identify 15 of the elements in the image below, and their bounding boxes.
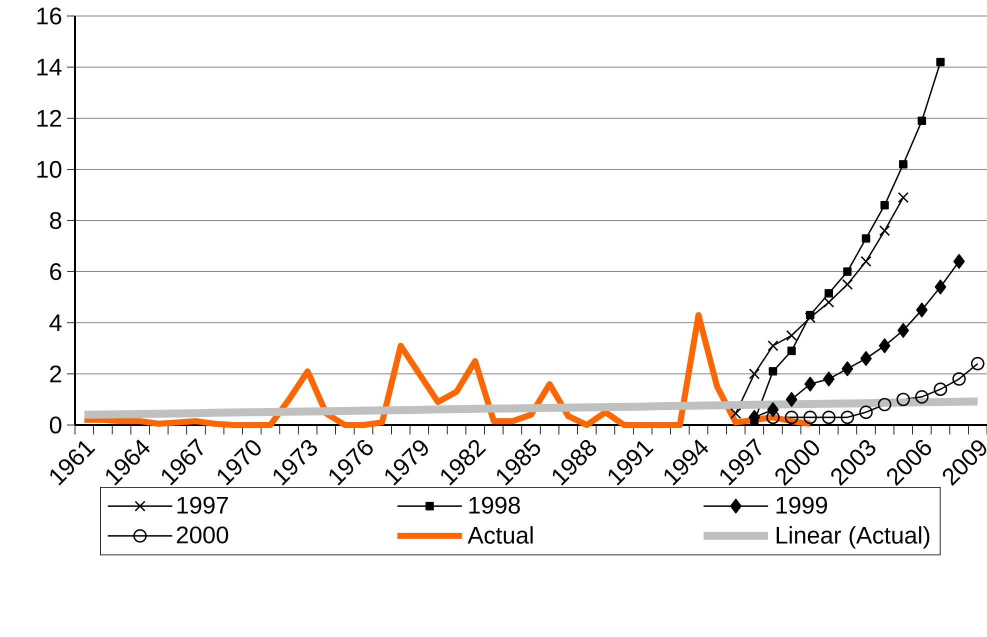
y-tick-label: 0 <box>50 416 62 434</box>
y-tick-label: 8 <box>50 212 62 229</box>
y-tick-label: 6 <box>50 263 62 280</box>
y-tick-label: 12 <box>37 110 62 127</box>
legend-label: Actual <box>468 526 533 544</box>
legend-label: 1998 <box>469 496 520 514</box>
legend-label: 1999 <box>776 496 828 514</box>
y-tick-label: 10 <box>37 160 62 178</box>
legend-label: 2000 <box>176 526 228 544</box>
y-tick-label: 16 <box>37 7 62 24</box>
y-tick-label: 4 <box>49 314 62 332</box>
legend-label: Linear (Actual) <box>776 526 930 549</box>
y-tick-label: 14 <box>37 58 62 76</box>
y-tick-label: 2 <box>50 365 62 382</box>
legend-label: 1997 <box>178 496 228 514</box>
